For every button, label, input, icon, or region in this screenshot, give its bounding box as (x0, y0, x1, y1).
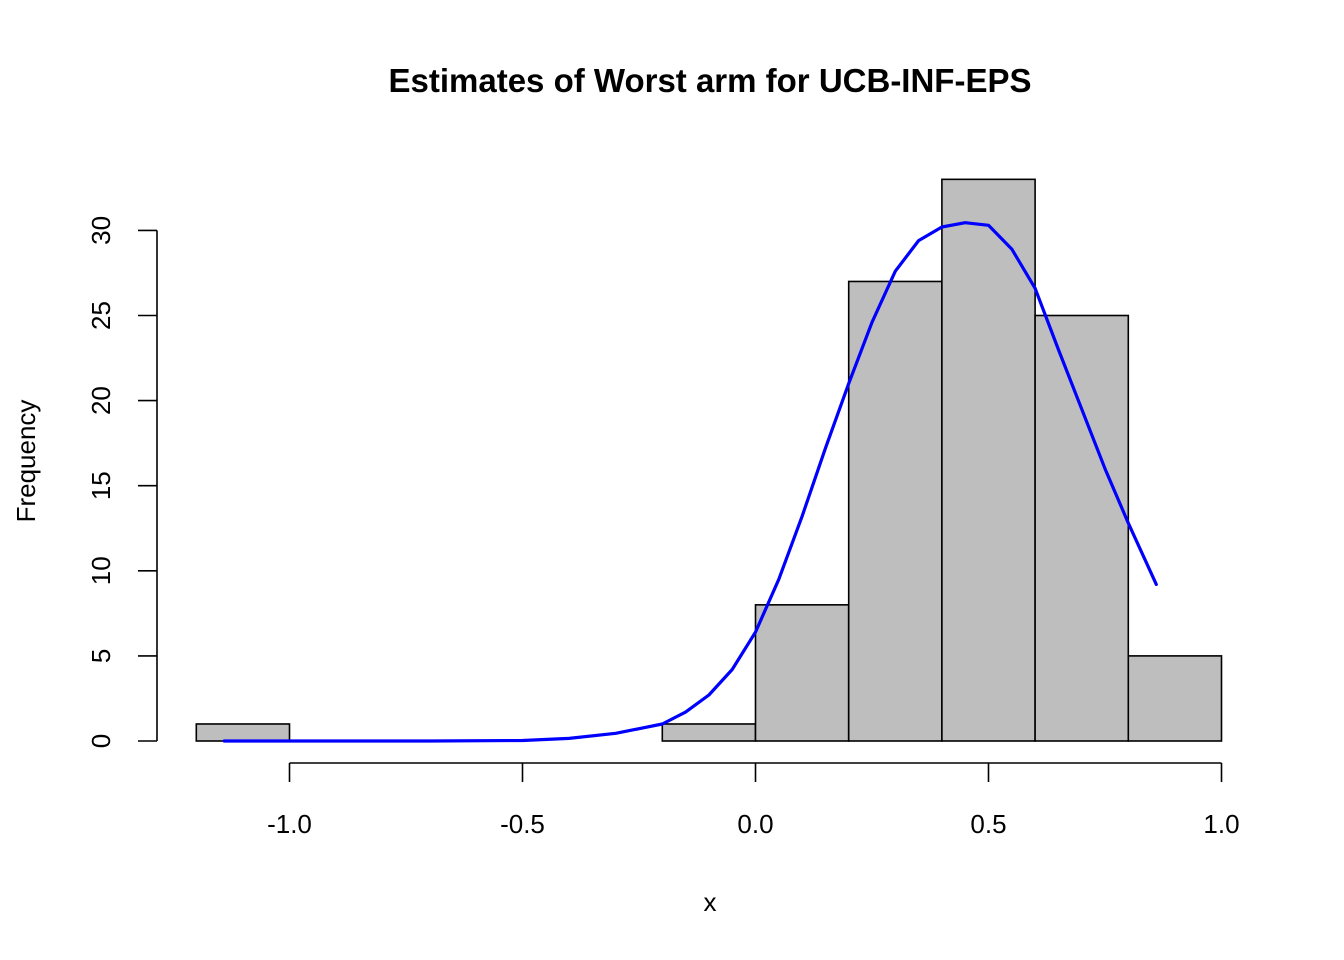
density-curve-group (222, 221, 1158, 743)
histogram-bar (941, 178, 1036, 742)
x-tick-label: -1.0 (267, 809, 312, 839)
histogram-bar (1034, 314, 1130, 742)
histogram-bar (195, 723, 291, 742)
density-curve (222, 221, 1158, 743)
y-axis: 0 5 10 15 20 25 30 (86, 216, 158, 748)
y-tick-label: 10 (86, 556, 116, 585)
histogram-bars (195, 178, 1223, 742)
x-tick-label: 0.5 (970, 809, 1006, 839)
x-axis: -1.0 -0.5 0.0 0.5 1.0 (267, 762, 1240, 839)
x-tick-label: -0.5 (500, 809, 545, 839)
y-tick-label: 30 (86, 216, 116, 245)
histogram-bar (754, 604, 850, 742)
y-axis-label: Frequency (11, 400, 41, 523)
histogram-bar (661, 723, 757, 742)
histogram-bar (1127, 655, 1223, 742)
y-tick-label: 5 (86, 649, 116, 663)
y-tick-label: 15 (86, 471, 116, 500)
histogram-bar (847, 280, 943, 742)
chart-title: Estimates of Worst arm for UCB-INF-EPS (389, 62, 1032, 99)
y-tick-label: 25 (86, 301, 116, 330)
x-tick-label: 1.0 (1203, 809, 1239, 839)
y-tick-label: 0 (86, 734, 116, 748)
y-tick-label: 20 (86, 386, 116, 415)
x-axis-label: x (704, 887, 717, 917)
x-tick-label: 0.0 (737, 809, 773, 839)
